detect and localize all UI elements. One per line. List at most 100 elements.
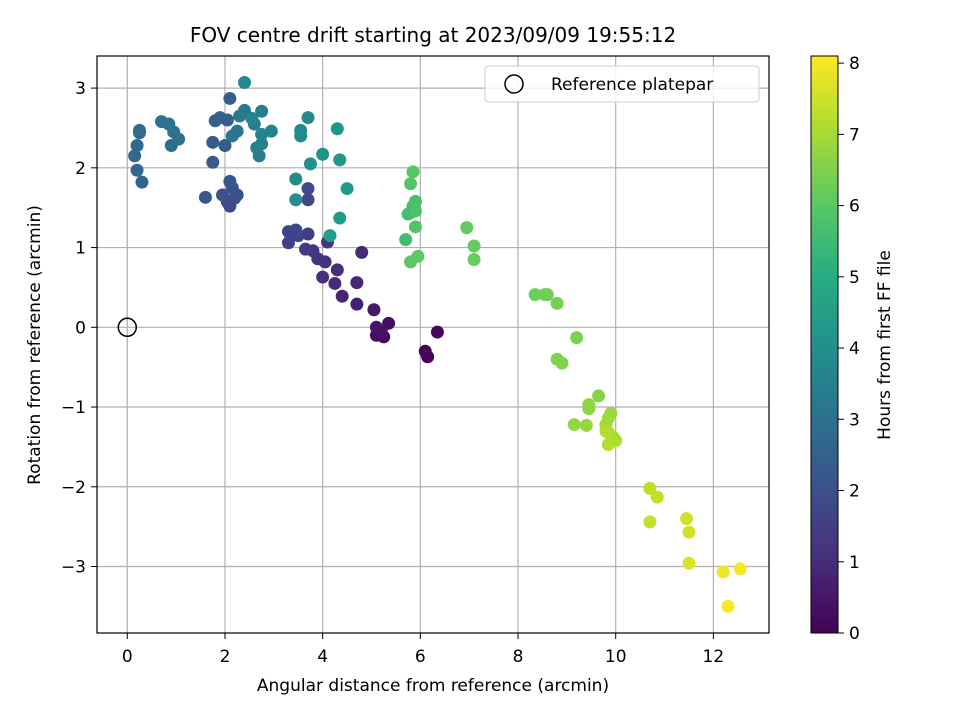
data-point bbox=[682, 556, 696, 570]
x-tick-label: 10 bbox=[605, 647, 627, 667]
legend-marker bbox=[504, 74, 524, 94]
y-axis-ticks: −3 −2 −1 0 1 2 3 bbox=[61, 79, 97, 578]
colorbar-tick-label: 3 bbox=[849, 410, 860, 430]
data-point bbox=[733, 562, 747, 576]
data-point bbox=[328, 276, 342, 290]
data-point bbox=[198, 190, 212, 204]
legend-label: Reference platepar bbox=[551, 75, 713, 95]
chart-title: FOV centre drift starting at 2023/09/09 … bbox=[190, 23, 676, 47]
data-point bbox=[418, 344, 432, 358]
colorbar bbox=[810, 55, 839, 634]
data-point bbox=[404, 177, 418, 191]
x-axis-ticks: 0 2 4 6 8 10 12 bbox=[122, 633, 724, 667]
data-point bbox=[682, 525, 696, 539]
x-tick-label: 2 bbox=[220, 647, 231, 667]
data-point bbox=[680, 512, 694, 526]
data-point bbox=[323, 229, 337, 243]
data-point bbox=[555, 356, 569, 370]
data-point bbox=[716, 565, 730, 579]
data-point bbox=[350, 276, 364, 290]
data-point bbox=[245, 111, 259, 125]
data-point bbox=[255, 104, 269, 118]
data-point bbox=[316, 270, 330, 284]
data-point bbox=[582, 402, 596, 416]
data-point bbox=[367, 303, 381, 317]
data-point bbox=[528, 288, 542, 302]
data-point bbox=[369, 320, 383, 334]
data-point bbox=[289, 193, 303, 207]
y-axis-label: Rotation from reference (arcmin) bbox=[25, 205, 45, 485]
data-point bbox=[335, 289, 349, 303]
data-point bbox=[154, 115, 168, 129]
colorbar-tick-label: 8 bbox=[849, 54, 860, 74]
data-point bbox=[130, 163, 144, 177]
data-point bbox=[408, 194, 422, 208]
colorbar-label: Hours from first FF file bbox=[875, 250, 895, 440]
data-point bbox=[592, 389, 606, 403]
data-points bbox=[128, 76, 747, 613]
data-point bbox=[467, 239, 481, 253]
reference-platepar-marker bbox=[117, 317, 138, 338]
y-tick-label: 0 bbox=[75, 318, 86, 338]
data-point bbox=[301, 111, 315, 125]
data-point bbox=[333, 211, 347, 225]
data-point bbox=[238, 76, 252, 90]
data-point bbox=[218, 139, 232, 153]
data-point bbox=[550, 296, 564, 310]
data-point bbox=[406, 165, 420, 179]
legend-box bbox=[484, 65, 760, 103]
data-point bbox=[264, 124, 278, 138]
colorbar-tick-label: 2 bbox=[849, 482, 860, 502]
colorbar-tick-label: 1 bbox=[849, 553, 860, 573]
data-point bbox=[303, 157, 317, 171]
data-point bbox=[294, 123, 308, 137]
data-point bbox=[570, 331, 584, 345]
colorbar-tick-label: 5 bbox=[849, 268, 860, 288]
data-point bbox=[601, 438, 615, 452]
data-point bbox=[230, 124, 244, 138]
x-tick-label: 6 bbox=[415, 647, 426, 667]
colorbar-tick-label: 6 bbox=[849, 197, 860, 217]
x-tick-label: 12 bbox=[703, 647, 725, 667]
colorbar-ticks: 0 1 2 3 4 5 6 7 8 bbox=[838, 54, 860, 644]
data-point bbox=[721, 599, 735, 613]
data-point bbox=[223, 174, 237, 188]
data-point bbox=[350, 297, 364, 311]
data-point bbox=[223, 91, 237, 105]
data-point bbox=[130, 139, 144, 153]
data-point bbox=[355, 245, 369, 259]
data-point bbox=[643, 515, 657, 529]
x-tick-label: 0 bbox=[122, 647, 133, 667]
y-tick-label: −2 bbox=[61, 478, 86, 498]
colorbar-tick-label: 7 bbox=[849, 125, 860, 145]
data-point bbox=[206, 135, 220, 149]
data-point bbox=[333, 153, 347, 167]
y-tick-label: 1 bbox=[75, 239, 86, 259]
data-point bbox=[301, 227, 315, 241]
data-point bbox=[299, 242, 313, 256]
data-point bbox=[216, 188, 230, 202]
data-point bbox=[301, 182, 315, 196]
data-point bbox=[289, 223, 303, 237]
data-point bbox=[128, 149, 142, 163]
data-point bbox=[460, 221, 474, 235]
colorbar-tick-label: 0 bbox=[849, 624, 860, 644]
data-point bbox=[281, 236, 295, 250]
data-point bbox=[408, 220, 422, 234]
data-point bbox=[206, 155, 220, 169]
data-point bbox=[540, 288, 554, 302]
data-point bbox=[255, 127, 269, 141]
x-tick-label: 4 bbox=[317, 647, 328, 667]
y-tick-label: −3 bbox=[61, 558, 86, 578]
data-point bbox=[650, 490, 664, 504]
data-point bbox=[135, 175, 149, 189]
plot-frame bbox=[96, 55, 770, 634]
grid bbox=[97, 56, 769, 633]
legend: Reference platepar bbox=[484, 65, 760, 103]
data-point bbox=[599, 424, 613, 438]
data-point bbox=[301, 193, 315, 207]
data-point bbox=[567, 418, 581, 432]
data-point bbox=[579, 418, 593, 432]
data-point bbox=[340, 182, 354, 196]
y-tick-label: 2 bbox=[75, 159, 86, 179]
